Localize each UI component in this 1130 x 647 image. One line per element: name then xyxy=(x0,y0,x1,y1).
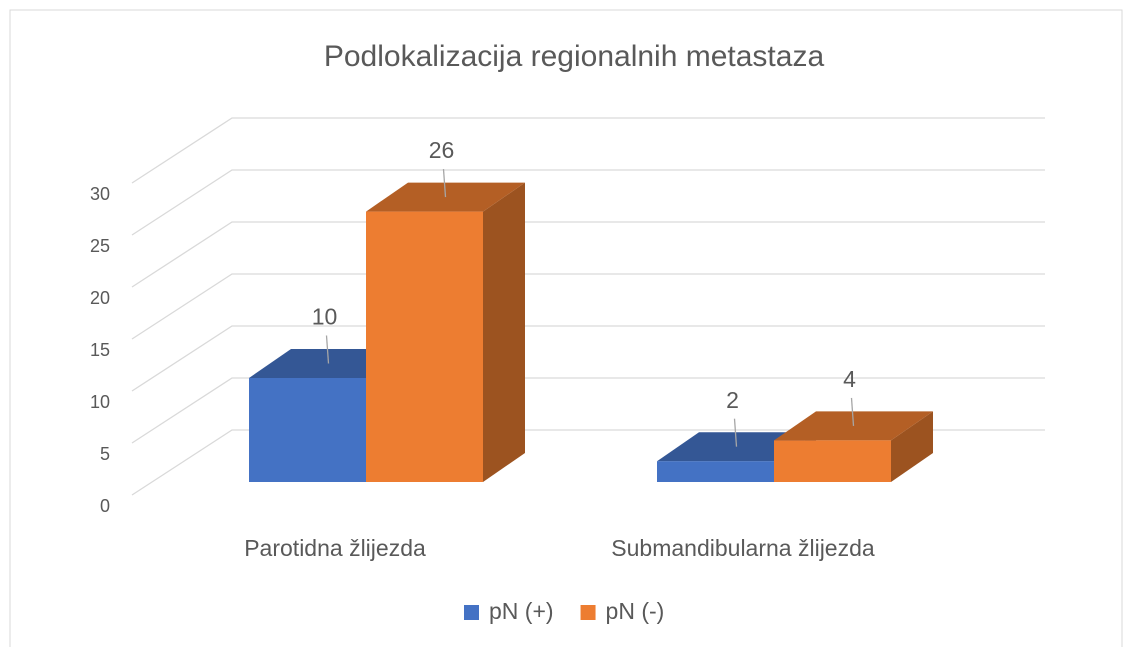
value-label: 4 xyxy=(843,366,856,392)
bar xyxy=(366,211,483,482)
bar-side xyxy=(891,411,933,482)
bar xyxy=(774,440,891,482)
bar xyxy=(657,461,774,482)
y-tick-label: 20 xyxy=(90,288,110,308)
legend-swatch xyxy=(464,605,479,620)
value-label: 10 xyxy=(312,304,338,330)
grid-line xyxy=(131,325,1045,392)
y-tick-label: 15 xyxy=(90,340,110,360)
y-tick-label: 25 xyxy=(90,236,110,256)
legend-swatch xyxy=(580,605,596,620)
grid-line xyxy=(131,273,1045,340)
grid-line xyxy=(131,169,1045,236)
grid-line xyxy=(131,377,1045,444)
y-tick-label: 30 xyxy=(90,184,110,204)
bar-side xyxy=(483,182,525,482)
grid-line xyxy=(131,429,1045,496)
y-tick-label: 10 xyxy=(90,392,110,412)
leader-line xyxy=(733,418,738,447)
leader-line xyxy=(442,169,447,198)
y-tick-label: 0 xyxy=(100,496,110,516)
chart-frame xyxy=(9,9,1123,647)
y-tick-label: 5 xyxy=(100,444,110,464)
value-label: 26 xyxy=(429,137,455,163)
bar xyxy=(249,378,366,482)
value-label: 2 xyxy=(726,387,739,413)
leader-line xyxy=(850,397,855,426)
legend-label: pN (+) xyxy=(489,598,554,624)
x-tick-label: Parotidna žlijezda xyxy=(244,535,426,561)
legend-label: pN (-) xyxy=(606,598,665,624)
chart-title: Podlokalizacija regionalnih metastaza xyxy=(324,40,825,73)
grid-line xyxy=(131,221,1045,288)
leader-line xyxy=(325,335,330,364)
x-tick-label: Submandibularna žlijezda xyxy=(611,535,875,561)
grid-line xyxy=(131,117,1045,184)
